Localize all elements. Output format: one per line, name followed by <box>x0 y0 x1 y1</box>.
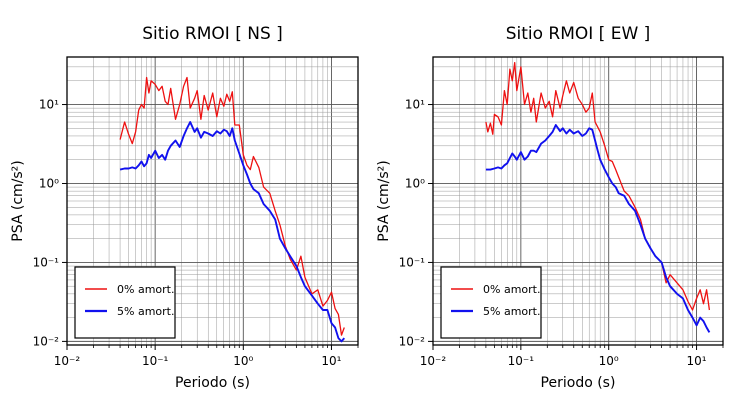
series-line-blue <box>119 121 346 343</box>
y-tick-label: 10⁻² <box>399 334 426 348</box>
x-tick-label: 10⁻¹ <box>508 354 535 368</box>
y-axis-label: PSA (cm/s²) <box>376 160 392 242</box>
x-tick-label: 10¹ <box>687 354 707 368</box>
legend-box <box>74 266 176 339</box>
x-axis-label: Periodo (s) <box>175 375 250 391</box>
legend-label: 5% amort. <box>483 305 540 318</box>
legend-label: 5% amort. <box>117 305 174 318</box>
chart-title: Sitio RMOI [ NS ] <box>142 24 283 44</box>
chart-title: Sitio RMOI [ EW ] <box>506 24 651 44</box>
x-tick-label: 10⁰ <box>599 354 619 368</box>
x-axis-label: Periodo (s) <box>541 375 616 391</box>
chart-panel-1: 10⁻² 10⁻¹ 10⁰ 10¹ 10⁻² 10⁻¹ 10⁰ 10¹ Sitio RMOI [… <box>10 24 359 391</box>
y-tick-label: 10⁻¹ <box>399 255 426 269</box>
legend-label: 0% amort. <box>483 283 540 296</box>
y-tick-label: 10¹ <box>405 98 425 112</box>
plot-frame <box>432 56 724 346</box>
legend: 0% amort. 5% amort. <box>74 266 176 339</box>
legend-label: 0% amort. <box>117 283 174 296</box>
x-tick-label: 10⁰ <box>233 354 253 368</box>
series-line-blue <box>485 124 711 333</box>
series-line-red <box>485 61 711 311</box>
x-tick-label: 10⁻¹ <box>142 354 169 368</box>
chart-panel-2: 10⁻² 10⁻¹ 10⁰ 10¹ 10⁻² 10⁻¹ 10⁰ 10¹ Sitio RMOI [… <box>376 24 724 391</box>
x-tick-label: 10¹ <box>321 354 341 368</box>
legend-box <box>440 266 542 339</box>
plot-frame <box>66 56 359 346</box>
x-tick-label: 10⁻² <box>54 354 81 368</box>
y-tick-label: 10⁻¹ <box>33 255 60 269</box>
y-tick-label: 10⁰ <box>39 176 59 190</box>
y-tick-label: 10⁻² <box>33 334 60 348</box>
x-tick-label: 10⁻² <box>420 354 447 368</box>
y-tick-label: 10⁰ <box>405 176 425 190</box>
series-line-red <box>119 76 345 336</box>
legend: 0% amort. 5% amort. <box>440 266 542 339</box>
y-tick-label: 10¹ <box>39 98 59 112</box>
y-axis-label: PSA (cm/s²) <box>10 160 26 242</box>
